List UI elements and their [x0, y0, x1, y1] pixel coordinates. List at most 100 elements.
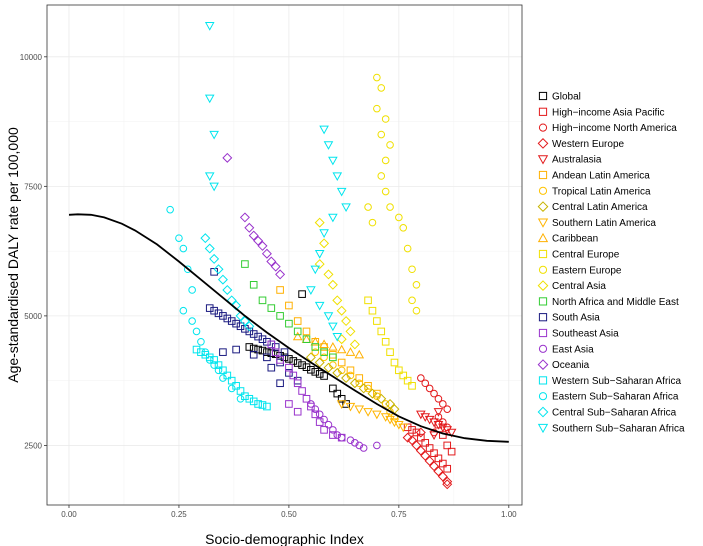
legend-label: South Asia	[552, 313, 600, 324]
data-point	[420, 450, 431, 461]
data-point	[358, 383, 369, 394]
data-point	[439, 418, 447, 426]
legend-key	[537, 423, 549, 434]
data-point	[285, 400, 293, 408]
data-point	[293, 359, 302, 367]
data-point	[166, 205, 174, 214]
data-point	[337, 394, 346, 403]
data-point	[236, 387, 245, 395]
data-point	[333, 431, 342, 439]
data-point	[355, 379, 364, 388]
data-point	[293, 407, 302, 416]
data-point	[263, 348, 271, 356]
data-point	[270, 261, 281, 272]
data-point	[320, 353, 328, 362]
data-point	[315, 370, 324, 378]
data-point	[200, 233, 211, 244]
data-point	[188, 317, 196, 325]
data-point	[329, 431, 337, 439]
data-point	[311, 410, 320, 419]
data-point	[442, 426, 453, 435]
x-tick-label: 1.00	[501, 510, 517, 519]
data-point	[223, 314, 232, 323]
data-point	[381, 156, 390, 165]
data-point	[249, 280, 258, 289]
x-axis-title: Socio-demographic Index	[205, 531, 364, 546]
data-point	[192, 327, 201, 336]
data-point	[293, 327, 302, 336]
data-point	[254, 345, 262, 354]
data-point	[209, 182, 219, 192]
data-point	[232, 382, 240, 390]
data-point	[412, 428, 421, 437]
data-point	[337, 433, 346, 442]
data-point	[336, 344, 347, 354]
data-point	[341, 373, 352, 384]
data-point	[302, 335, 311, 343]
legend-key	[538, 91, 548, 101]
data-point	[219, 348, 227, 356]
data-point	[222, 284, 233, 295]
data-point	[298, 361, 306, 369]
data-point	[253, 235, 264, 246]
data-point	[245, 394, 254, 403]
data-point	[197, 348, 205, 356]
data-point	[292, 331, 303, 341]
data-point	[285, 363, 293, 372]
data-point	[354, 405, 365, 415]
data-point	[381, 400, 390, 408]
data-point	[205, 304, 214, 312]
data-point	[175, 234, 183, 242]
data-point	[276, 379, 284, 388]
data-point	[447, 447, 456, 456]
data-point	[285, 319, 293, 328]
data-point	[328, 322, 338, 332]
data-point	[328, 213, 338, 223]
data-point	[219, 374, 227, 382]
legend-key	[538, 328, 548, 338]
data-point	[389, 418, 400, 428]
data-point	[314, 259, 325, 270]
data-point	[349, 339, 360, 350]
legend-label: Central Europe	[552, 250, 620, 261]
data-point	[337, 358, 346, 367]
data-point	[415, 445, 426, 456]
data-point	[386, 348, 394, 356]
data-point	[399, 371, 408, 380]
data-point	[373, 389, 381, 398]
data-point	[244, 222, 255, 233]
data-point	[434, 394, 443, 403]
data-point	[437, 471, 448, 482]
legend-key	[537, 155, 549, 165]
y-axis-title: Age-standardised DALY rate per 100,000	[5, 127, 21, 383]
data-point	[258, 296, 267, 305]
legend-key	[538, 313, 548, 322]
data-point	[377, 172, 386, 180]
data-point	[345, 347, 356, 356]
data-point	[425, 444, 434, 452]
data-point	[346, 366, 355, 375]
data-point	[377, 327, 386, 336]
data-point	[417, 433, 425, 442]
data-point	[261, 248, 272, 259]
data-point	[249, 330, 258, 338]
data-point	[285, 301, 293, 310]
data-point	[355, 441, 364, 450]
data-point	[434, 413, 443, 421]
legend-label: Australasia	[552, 155, 602, 166]
data-point	[439, 400, 447, 408]
data-point	[336, 400, 347, 409]
legend-label: Central Sub−Saharan Africa	[552, 408, 677, 419]
data-point	[214, 366, 223, 375]
data-point	[442, 479, 453, 490]
data-point	[271, 348, 280, 356]
data-point	[204, 22, 215, 31]
data-point	[306, 286, 316, 295]
data-point	[219, 366, 227, 375]
plot-panel-border	[46, 4, 523, 506]
data-point	[320, 372, 328, 380]
data-point	[395, 366, 403, 375]
data-point	[395, 213, 403, 222]
data-point	[381, 337, 390, 346]
data-point	[219, 312, 227, 320]
